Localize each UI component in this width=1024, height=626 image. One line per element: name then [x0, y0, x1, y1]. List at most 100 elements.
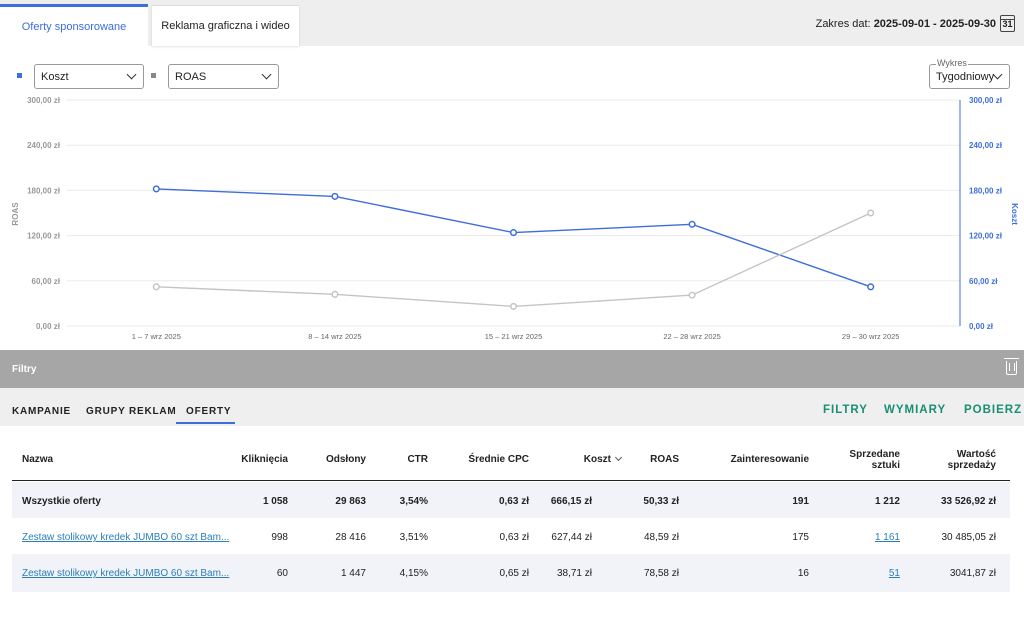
y-tick-label-right: 0,00 zł: [969, 322, 994, 331]
total-name: Wszystkie oferty: [22, 496, 101, 507]
x-tick-label: 15 – 21 wrz 2025: [485, 332, 543, 341]
data-point-koszt: [688, 220, 696, 228]
row-roas: 48,59 zł: [643, 532, 679, 543]
row-sold-link[interactable]: 51: [888, 568, 900, 579]
data-point-roas: [152, 283, 160, 291]
calendar-icon[interactable]: 31: [1000, 15, 1015, 32]
y-tick-label-left: 120,00 zł: [27, 232, 61, 241]
offer-name-link[interactable]: Zestaw stolikowy kredek JUMBO 60 szt Bam…: [22, 568, 230, 579]
subtab-adgroups[interactable]: GRUPY REKLAM: [86, 406, 177, 417]
right-axis-title: Koszt: [1010, 203, 1019, 225]
chevron-down-icon: [261, 69, 272, 80]
row-clicks: 998: [271, 532, 288, 543]
offer-name-link[interactable]: Zestaw stolikowy kredek JUMBO 60 szt Bam…: [22, 532, 230, 543]
x-tick-label: 8 – 14 wrz 2025: [308, 332, 361, 341]
chart-area: 0,00 zł 60,00 zł 120,00 zł 180,00 zł 240,00 …: [0, 90, 1024, 350]
metric1-select[interactable]: Koszt: [34, 64, 144, 89]
table-row: Zestaw stolikowy kredek JUMBO 60 szt Bam…: [12, 554, 1010, 592]
header-cost-label: Koszt: [583, 454, 611, 465]
row-sold-link[interactable]: 1 161: [874, 532, 900, 543]
row-impressions: 1 447: [340, 568, 366, 579]
header-cpc[interactable]: Średnie CPC: [468, 454, 529, 465]
subtab-campaigns[interactable]: KAMPANIE: [12, 406, 71, 417]
total-interest: 191: [792, 496, 809, 507]
header-ctr[interactable]: CTR: [407, 454, 428, 465]
y-tick-label-left: 300,00 zł: [27, 96, 61, 105]
y-tick-label-left: 0,00 zł: [36, 322, 61, 331]
row-ctr: 4,15%: [399, 568, 428, 579]
y-tick-label-right: 180,00 zł: [969, 186, 1003, 195]
y-tick-label-left: 240,00 zł: [27, 141, 61, 150]
y-tick-label-right: 300,00 zł: [969, 96, 1003, 105]
header-value[interactable]: Wartość sprzedaży: [916, 449, 996, 471]
tab-display-video[interactable]: Reklama graficzna i wideo: [152, 5, 299, 46]
data-point-koszt: [331, 192, 339, 200]
y-tick-label-right: 60,00 zł: [969, 277, 998, 286]
data-point-roas: [867, 209, 875, 217]
row-ctr: 3,51%: [399, 532, 428, 543]
header-roas[interactable]: ROAS: [650, 454, 679, 465]
header-sold-line1: Sprzedane: [849, 449, 900, 460]
data-point-roas: [331, 290, 339, 298]
data-point-koszt: [509, 229, 518, 237]
total-value: 33 526,92 zł: [940, 496, 996, 507]
total-roas: 50,33 zł: [643, 496, 679, 507]
data-point-koszt: [152, 185, 160, 193]
row-interest: 16: [797, 568, 809, 579]
table-row-total: Wszystkie oferty 1 058 29 863 3,54% 0,63…: [12, 482, 1010, 518]
subtab-offers[interactable]: OFERTY: [186, 406, 232, 417]
x-tick-label: 29 – 30 wrz 2025: [842, 332, 900, 341]
line-chart: 0,00 zł 60,00 zł 120,00 zł 180,00 zł 240,00 …: [11, 96, 1019, 341]
row-roas: 78,58 zł: [643, 568, 679, 579]
row-cost: 627,44 zł: [551, 532, 592, 543]
total-impressions: 29 863: [335, 496, 366, 507]
header-name[interactable]: Nazwa: [22, 454, 54, 465]
trash-icon[interactable]: [1004, 358, 1019, 375]
header-value-line1: Wartość: [956, 449, 996, 460]
header-value-line2: sprzedaży: [947, 460, 996, 471]
row-value: 3041,87 zł: [949, 568, 996, 579]
row-interest: 175: [792, 532, 809, 543]
header-sold[interactable]: Sprzedane sztuki: [840, 449, 900, 471]
row-cpc: 0,63 zł: [499, 532, 529, 543]
date-range-value: 2025-09-01 - 2025-09-30: [873, 18, 996, 30]
data-point-roas: [509, 302, 518, 310]
dimensions-button[interactable]: WYMIARY: [884, 404, 947, 416]
offers-table: Nazwa Kliknięcia Odsłony CTR Średnie CPC…: [0, 426, 1024, 626]
row-clicks: 60: [276, 568, 288, 579]
header-impressions[interactable]: Odsłony: [325, 454, 366, 465]
total-cpc: 0,63 zł: [498, 496, 529, 507]
chart-mode-value: Tygodniowy: [936, 70, 995, 83]
metric2-select[interactable]: ROAS: [168, 64, 279, 89]
filters-label: Filtry: [12, 364, 37, 375]
top-bar: Oferty sponsorowane Reklama graficzna i …: [0, 0, 1024, 46]
download-button[interactable]: POBIERZ: [964, 404, 1023, 416]
chevron-down-icon: [126, 69, 137, 80]
x-tick-label: 22 – 28 wrz 2025: [663, 332, 721, 341]
header-clicks[interactable]: Kliknięcia: [241, 454, 288, 465]
header-interest[interactable]: Zainteresowanie: [730, 454, 809, 465]
row-cpc: 0,65 zł: [499, 568, 529, 579]
row-impressions: 28 416: [335, 532, 366, 543]
y-tick-label-left: 60,00 zł: [32, 277, 61, 286]
subtabs-bar: KAMPANIE GRUPY REKLAM OFERTY FILTRY WYMI…: [0, 388, 1024, 426]
y-tick-label-right: 120,00 zł: [969, 232, 1003, 241]
filters-button[interactable]: FILTRY: [823, 404, 868, 416]
active-subtab-indicator: [176, 422, 235, 424]
header-cost[interactable]: Koszt: [549, 453, 623, 465]
total-sold: 1 212: [874, 496, 900, 507]
data-point-roas: [688, 291, 696, 299]
y-tick-label-right: 240,00 zł: [969, 141, 1003, 150]
metric1-value: Koszt: [41, 70, 69, 83]
date-range[interactable]: Zakres dat: 2025-09-01 - 2025-09-30: [816, 18, 996, 30]
left-axis-title: ROAS: [11, 202, 20, 226]
chart-mode-select[interactable]: Wykres Tygodniowy: [929, 58, 1010, 89]
roas-legend-square: [151, 73, 156, 78]
total-cost: 666,15 zł: [550, 496, 592, 507]
x-tick-label: 1 – 7 wrz 2025: [132, 332, 181, 341]
filters-bar: Filtry: [0, 350, 1024, 388]
koszt-legend-square: [17, 73, 22, 78]
row-value: 30 485,05 zł: [941, 532, 997, 543]
tab-sponsored-offers[interactable]: Oferty sponsorowane: [0, 4, 148, 46]
chart-mode-legend: Wykres: [936, 58, 968, 68]
